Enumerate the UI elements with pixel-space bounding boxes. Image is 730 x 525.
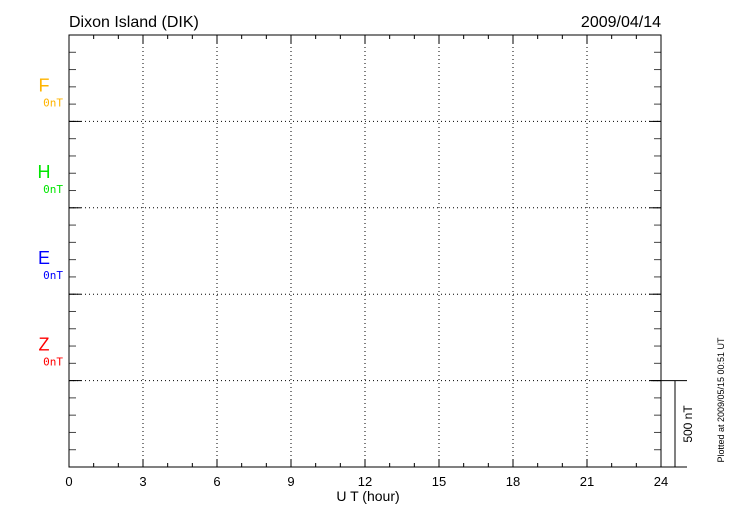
- x-tick-label: 6: [213, 474, 220, 489]
- component-label-f: F: [39, 75, 50, 95]
- x-tick-label: 15: [432, 474, 446, 489]
- x-axis-label: U T (hour): [336, 488, 399, 504]
- x-tick-label: 18: [506, 474, 520, 489]
- component-baseline-h: 0nT: [43, 183, 63, 196]
- component-label-e: E: [38, 248, 50, 268]
- component-baseline-e: 0nT: [43, 269, 63, 282]
- component-label-z: Z: [39, 335, 50, 355]
- x-tick-label: 24: [654, 474, 668, 489]
- x-tick-label: 12: [358, 474, 372, 489]
- x-tick-label: 0: [65, 474, 72, 489]
- component-baseline-f: 0nT: [43, 96, 63, 109]
- component-label-h: H: [38, 162, 51, 182]
- chart-date: 2009/04/14: [581, 14, 661, 31]
- plotted-footnote: Plotted at 2009/05/15 00:51 UT: [716, 337, 726, 463]
- x-tick-label: 21: [580, 474, 594, 489]
- chart-title: Dixon Island (DIK): [69, 14, 199, 31]
- x-tick-label: 3: [139, 474, 146, 489]
- x-tick-label: 9: [287, 474, 294, 489]
- component-baseline-z: 0nT: [43, 356, 63, 369]
- plot-frame: [68, 34, 662, 468]
- scale-bar-label: 500 nT: [681, 405, 695, 443]
